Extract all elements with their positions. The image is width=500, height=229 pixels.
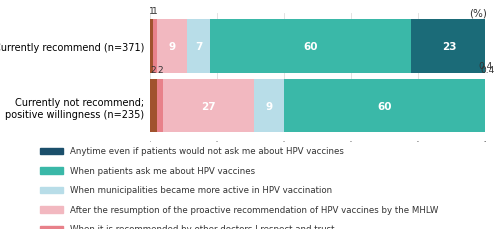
Text: 60: 60	[378, 102, 392, 112]
Bar	[486, 80, 488, 134]
Text: When patients ask me about HPV vaccines: When patients ask me about HPV vaccines	[70, 166, 255, 175]
Text: 1: 1	[149, 7, 154, 16]
Bar	[164, 80, 254, 134]
Bar	[150, 80, 156, 134]
Bar	[150, 20, 154, 74]
Text: 0.4: 0.4	[480, 66, 494, 75]
Text: After the resumption of the proactive recommendation of HPV vaccines by the MHLW: After the resumption of the proactive re…	[70, 205, 438, 214]
Text: 7: 7	[195, 42, 202, 52]
Bar	[156, 20, 187, 74]
Text: 1: 1	[152, 7, 158, 16]
Text: 23: 23	[442, 42, 457, 52]
Bar	[156, 80, 164, 134]
Text: 27: 27	[202, 102, 216, 112]
Text: 2: 2	[157, 66, 163, 75]
Bar	[284, 80, 485, 134]
Bar	[187, 20, 210, 74]
Text: 2: 2	[150, 66, 156, 75]
Text: 9: 9	[266, 102, 272, 112]
Bar	[412, 20, 488, 74]
Text: 60: 60	[304, 42, 318, 52]
Bar	[254, 80, 284, 134]
Text: 9: 9	[168, 42, 175, 52]
Bar	[210, 20, 412, 74]
Bar	[485, 80, 486, 134]
Bar	[154, 20, 156, 74]
Text: When municipalities became more active in HPV vaccination: When municipalities became more active i…	[70, 185, 332, 195]
Text: 0.4: 0.4	[478, 61, 493, 70]
Text: Anytime even if patients would not ask me about HPV vaccines: Anytime even if patients would not ask m…	[70, 147, 344, 156]
Text: When it is recommended by other doctors I respect and trust: When it is recommended by other doctors …	[70, 224, 334, 229]
Text: (%): (%)	[470, 8, 488, 18]
